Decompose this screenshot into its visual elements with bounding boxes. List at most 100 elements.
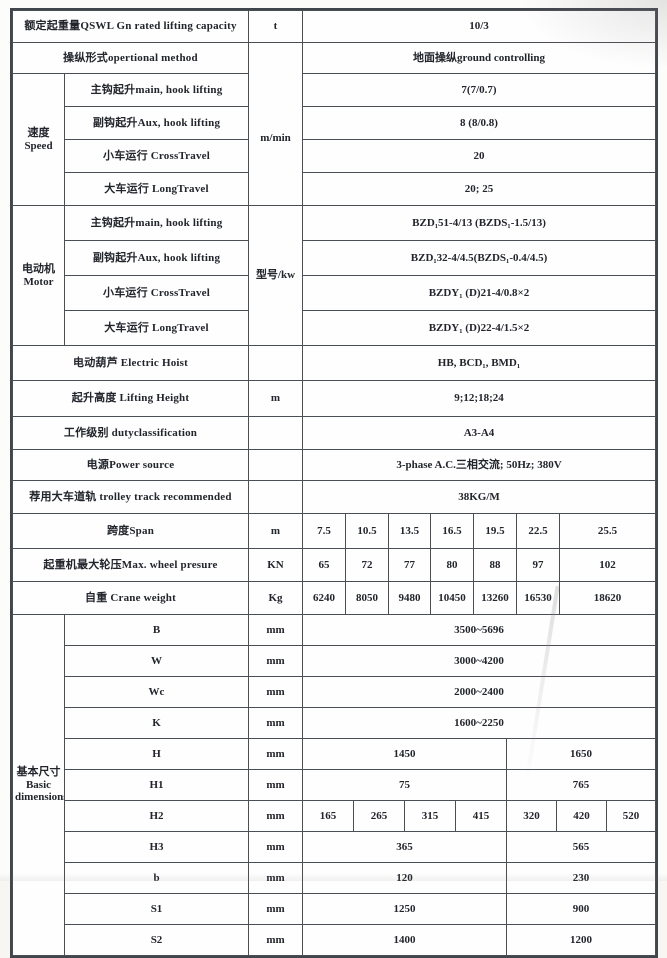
motor-row-value: BZDY₁ (D)21-4/0.8×2	[302, 275, 656, 311]
dim-value-cell: 1250	[302, 893, 507, 925]
dim-unit-cell: mm	[248, 645, 303, 677]
duty-value-cell: A3-A4	[302, 416, 656, 450]
weight-value-cell: 9480	[388, 581, 431, 615]
motor-row-label: 小车运行 CrossTravel	[64, 275, 249, 311]
dim-label-cell: K	[64, 707, 249, 739]
motor-row-label: 大车运行 LongTravel	[64, 310, 249, 346]
wheel-value-cell: 102	[559, 548, 656, 582]
motor-row-value: BZDY₁ (D)22-4/1.5×2	[302, 310, 656, 346]
weight-value-cell: 18620	[559, 581, 656, 615]
dim-value-cell: 75	[302, 769, 507, 801]
span-value-cell: 7.5	[302, 513, 346, 549]
dims-section-en: Basic	[25, 778, 52, 791]
dim-value-cell: 520	[606, 800, 656, 832]
wheel-value-cell: 97	[516, 548, 560, 582]
dim-value-cell: 265	[353, 800, 405, 832]
span-value-cell: 19.5	[473, 513, 517, 549]
dim-value-cell: 415	[455, 800, 507, 832]
track-value-cell: 38KG/M	[302, 480, 656, 514]
span-value-cell: 16.5	[430, 513, 474, 549]
spec-table: 额定起重量QSWL Gn rated lifting capacity t 10…	[10, 8, 658, 958]
method-value-cell: 地面操纵ground controlling	[302, 42, 656, 74]
dim-unit-cell: mm	[248, 676, 303, 708]
dims-section-cell: 基本尺寸 Basic dimensions	[12, 615, 65, 956]
dim-value-cell: 420	[556, 800, 607, 832]
dim-label-cell: H2	[64, 800, 249, 832]
weight-value-cell: 8050	[345, 581, 389, 615]
dim-value-cell: 1400	[302, 924, 507, 956]
dim-value-cell: 900	[506, 893, 656, 925]
weight-value-cell: 10450	[430, 581, 474, 615]
rated-unit-cell: t	[248, 10, 303, 43]
track-unit-cell	[248, 480, 303, 514]
dim-unit-cell: mm	[248, 615, 303, 646]
dim-value-cell: 1450	[302, 738, 507, 770]
motor-row-value: BZD₁51-4/13 (BZDS₁-1.5/13)	[302, 205, 656, 241]
dim-unit-cell: mm	[248, 924, 303, 956]
weight-value-cell: 6240	[302, 581, 346, 615]
duty-unit-cell	[248, 416, 303, 450]
duty-label-cell: 工作级别 dutyclassification	[12, 416, 249, 450]
dim-value-cell: 3000~4200	[302, 645, 656, 677]
wheel-label-cell: 起重机最大轮压Max. wheel presure	[12, 548, 249, 582]
height-value-cell: 9;12;18;24	[302, 380, 656, 417]
spec-table-top: 额定起重量QSWL Gn rated lifting capacity t 10…	[12, 10, 656, 615]
dim-unit-cell: mm	[248, 707, 303, 739]
dim-value-cell: 120	[302, 862, 507, 894]
speed-row-value: 8 (8/0.8)	[302, 106, 656, 140]
height-unit-cell: m	[248, 380, 303, 417]
dim-value-cell: 230	[506, 862, 656, 894]
motor-section-cell: 电动机 Motor	[12, 205, 65, 346]
span-label-cell: 跨度Span	[12, 513, 249, 549]
speed-unit-cell: m/min	[248, 42, 303, 206]
motor-unit-cell: 型号/kw	[248, 205, 303, 346]
dim-value-cell: 2000~2400	[302, 676, 656, 708]
weight-unit-cell: Kg	[248, 581, 303, 615]
dim-value-cell: 365	[302, 831, 507, 863]
wheel-value-cell: 65	[302, 548, 346, 582]
hoist-unit-cell	[248, 345, 303, 381]
speed-section-zh: 速度	[27, 126, 50, 139]
rated-label-cell: 额定起重量QSWL Gn rated lifting capacity	[12, 10, 249, 43]
dim-label-cell: Wc	[64, 676, 249, 708]
dim-label-cell: S1	[64, 893, 249, 925]
speed-row-label: 大车运行 LongTravel	[64, 172, 249, 206]
dim-unit-cell: mm	[248, 769, 303, 801]
dim-label-cell: S2	[64, 924, 249, 956]
power-label-cell: 电源Power source	[12, 449, 249, 481]
dims-section-en: dimensions	[15, 791, 65, 804]
dim-label-cell: b	[64, 862, 249, 894]
dim-value-cell: 565	[506, 831, 656, 863]
dim-unit-cell: mm	[248, 738, 303, 770]
dim-label-cell: W	[64, 645, 249, 677]
track-label-cell: 荐用大车道轨 trolley track recommended	[12, 480, 249, 514]
power-unit-cell	[248, 449, 303, 481]
rated-value-cell: 10/3	[302, 10, 656, 43]
dim-unit-cell: mm	[248, 862, 303, 894]
wheel-unit-cell: KN	[248, 548, 303, 582]
wheel-value-cell: 77	[388, 548, 431, 582]
dim-unit-cell: mm	[248, 800, 303, 832]
dims-section-zh: 基本尺寸	[16, 766, 61, 779]
speed-row-label: 主钩起升main, hook lifting	[64, 73, 249, 107]
span-value-cell: 13.5	[388, 513, 431, 549]
speed-row-value: 20; 25	[302, 172, 656, 206]
dim-value-cell: 165	[302, 800, 354, 832]
motor-section-en: Motor	[23, 275, 54, 288]
dim-value-cell: 1200	[506, 924, 656, 956]
dim-unit-cell: mm	[248, 831, 303, 863]
dim-label-cell: H	[64, 738, 249, 770]
motor-row-label: 副钩起升Aux, hook lifting	[64, 240, 249, 276]
spec-table-dimensions: 基本尺寸 Basic dimensions B mm 3500~5696 W m…	[12, 615, 656, 956]
speed-row-label: 小车运行 CrossTravel	[64, 139, 249, 173]
hoist-value-cell: HB, BCD₁, BMD₁	[302, 345, 656, 381]
dim-label-cell: B	[64, 615, 249, 646]
weight-value-cell: 16530	[516, 581, 560, 615]
dim-value-cell: 315	[404, 800, 456, 832]
weight-label-cell: 自重 Crane weight	[12, 581, 249, 615]
speed-row-value: 7(7/0.7)	[302, 73, 656, 107]
motor-section-zh: 电动机	[22, 262, 55, 275]
wheel-value-cell: 88	[473, 548, 517, 582]
dim-value-cell: 3500~5696	[302, 615, 656, 646]
